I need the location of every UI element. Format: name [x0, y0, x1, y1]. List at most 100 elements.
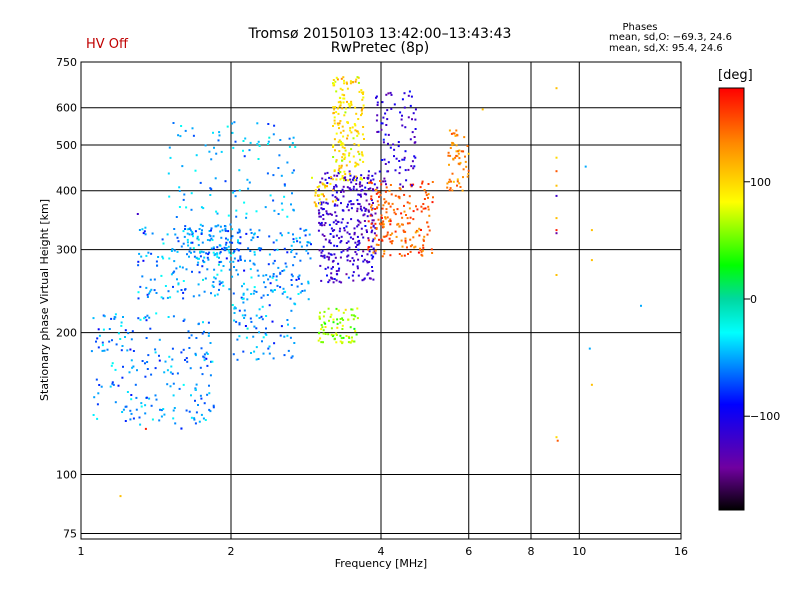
data-point [350, 181, 353, 184]
data-point [206, 239, 209, 241]
data-point [261, 340, 263, 343]
data-point [175, 216, 178, 218]
data-point [367, 248, 370, 251]
data-point [371, 257, 374, 260]
data-point [267, 140, 270, 143]
data-point [403, 193, 406, 196]
data-point [144, 316, 147, 319]
data-point [325, 201, 328, 204]
data-point [134, 383, 137, 386]
data-point [362, 236, 365, 239]
data-point [150, 373, 153, 376]
data-point [370, 206, 372, 209]
data-point [355, 179, 358, 182]
data-point [233, 306, 236, 309]
data-point [194, 169, 197, 172]
data-point [343, 179, 345, 182]
data-point [233, 266, 235, 268]
data-point [180, 245, 183, 248]
data-point [336, 322, 339, 325]
data-point [338, 164, 341, 167]
data-point [355, 78, 358, 81]
data-point [398, 187, 401, 190]
data-point [325, 198, 328, 201]
data-point [215, 225, 218, 228]
data-point [362, 104, 365, 107]
data-point [103, 349, 106, 352]
data-point [464, 155, 466, 158]
data-point [408, 90, 411, 93]
data-point [400, 239, 403, 242]
data-point [199, 223, 202, 226]
data-point [146, 293, 149, 296]
data-point [238, 335, 241, 338]
data-point [227, 230, 230, 233]
data-point [249, 259, 252, 262]
data-point [428, 214, 431, 217]
data-point [446, 182, 449, 185]
data-point [158, 419, 161, 422]
data-point [417, 251, 420, 254]
data-point [232, 252, 235, 255]
data-point [341, 107, 344, 110]
data-point [327, 252, 330, 255]
data-point [119, 495, 122, 498]
data-point [355, 183, 358, 185]
data-point [239, 236, 242, 239]
data-point [283, 247, 286, 250]
data-point [353, 175, 356, 178]
data-point [319, 181, 322, 184]
data-point [418, 227, 421, 230]
data-point [453, 132, 456, 135]
data-point [355, 188, 358, 191]
data-point [387, 170, 390, 173]
data-point [420, 253, 423, 256]
data-point [344, 308, 347, 311]
data-point [343, 170, 346, 173]
data-point [314, 191, 317, 194]
data-point [382, 204, 385, 207]
data-point [122, 316, 124, 318]
data-point [324, 186, 327, 189]
data-point [351, 336, 353, 339]
data-point [590, 259, 593, 262]
data-point [266, 294, 269, 296]
data-point [333, 244, 336, 247]
data-point [400, 212, 403, 215]
data-point [194, 399, 196, 402]
data-point [405, 214, 407, 216]
data-point [143, 317, 145, 320]
data-point [366, 231, 368, 233]
data-point [212, 285, 215, 288]
data-point [400, 254, 403, 257]
data-point [376, 186, 379, 189]
data-point [364, 209, 367, 212]
data-point [390, 242, 393, 245]
data-point [186, 241, 189, 244]
data-point [340, 240, 343, 242]
data-point [182, 383, 185, 386]
data-point [235, 269, 238, 272]
data-point [168, 355, 171, 358]
data-point [190, 241, 193, 244]
data-point [212, 131, 214, 134]
data-point [207, 332, 210, 335]
data-point [231, 228, 234, 231]
data-point [280, 174, 283, 177]
data-point [171, 358, 174, 361]
data-point [414, 128, 417, 130]
data-point [355, 333, 358, 336]
data-points [90, 76, 642, 498]
data-point [200, 231, 203, 234]
data-point [389, 240, 392, 243]
data-point [130, 394, 133, 396]
data-point [332, 318, 335, 321]
data-point [226, 238, 229, 241]
data-point [364, 186, 367, 189]
data-point [358, 203, 361, 206]
data-point [339, 334, 342, 337]
data-point [181, 266, 184, 269]
data-point [341, 188, 344, 191]
data-point [467, 169, 470, 172]
data-point [381, 221, 384, 224]
